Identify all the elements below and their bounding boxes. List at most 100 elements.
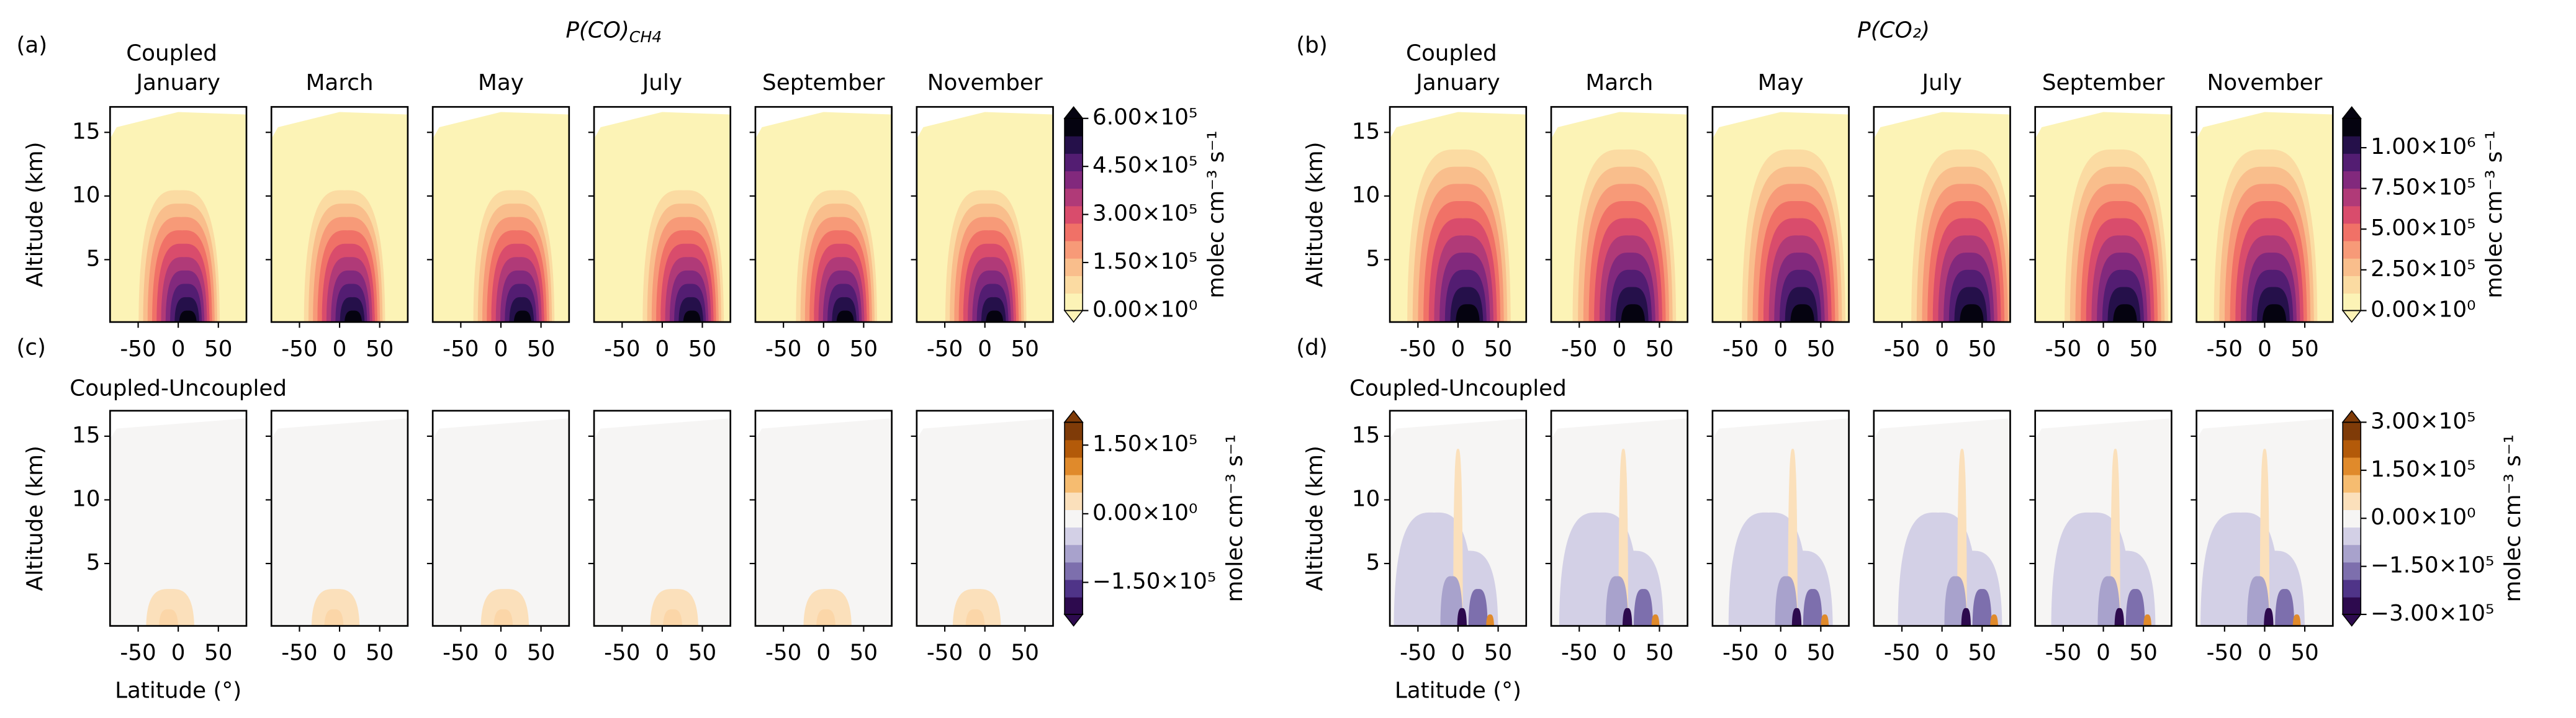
title-main: P(CO₂) bbox=[1857, 17, 1930, 43]
colorbar-band bbox=[2343, 509, 2361, 528]
colorbar-tick-label: 3.00×10⁵ bbox=[1092, 201, 1197, 227]
contour-level bbox=[513, 310, 531, 322]
panel-label: (b) bbox=[1296, 32, 1328, 58]
x-tick-label: 50 bbox=[850, 640, 878, 666]
contour-level bbox=[2275, 589, 2295, 626]
x-tick-label: 50 bbox=[2129, 336, 2157, 362]
contour-level bbox=[324, 609, 344, 626]
contour-cap bbox=[1873, 107, 2011, 139]
x-tick-label: 0 bbox=[978, 640, 992, 666]
contour-field bbox=[594, 410, 731, 626]
x-tick-label: -50 bbox=[927, 640, 963, 666]
figure-title: P(CO)CH4 bbox=[565, 17, 662, 46]
contour-cap bbox=[1873, 410, 2011, 439]
contour-field bbox=[110, 107, 247, 322]
y-tick-label: 15 bbox=[1352, 423, 1380, 448]
colorbar-band bbox=[1065, 492, 1083, 510]
contour-cap bbox=[1390, 410, 1526, 439]
x-tick-label: 50 bbox=[1484, 336, 1512, 362]
y-tick-label: 5 bbox=[86, 550, 101, 575]
contour-field bbox=[1873, 410, 2011, 626]
panel-title: November bbox=[927, 70, 1043, 96]
colorbar-extend bbox=[1063, 614, 1084, 627]
panel-title: September bbox=[762, 70, 885, 96]
y-axis-label: Altitude (km) bbox=[22, 141, 48, 287]
contour-field bbox=[2196, 107, 2333, 322]
contour-level bbox=[179, 310, 197, 322]
x-tick-label: -50 bbox=[1884, 640, 1920, 666]
y-axis-label: Altitude (km) bbox=[1302, 446, 1328, 591]
contour-cap bbox=[594, 107, 731, 139]
contour-level bbox=[312, 589, 360, 626]
contour-cap bbox=[433, 410, 569, 439]
contour-field bbox=[1873, 107, 2011, 322]
colorbar-frame bbox=[1064, 421, 1083, 615]
contour-level bbox=[816, 609, 835, 626]
colorbar-extend bbox=[1063, 105, 1084, 119]
contour-field bbox=[755, 107, 892, 322]
contour-level bbox=[480, 589, 529, 626]
contour-cap bbox=[1712, 410, 1849, 439]
row-title: Coupled-Uncoupled bbox=[1349, 375, 1567, 401]
x-tick-label: 0 bbox=[2096, 640, 2110, 666]
colorbar-band bbox=[1065, 153, 1083, 172]
colorbar-extend bbox=[2341, 310, 2362, 323]
contour-level bbox=[1468, 589, 1488, 626]
x-tick-label: -50 bbox=[604, 336, 640, 362]
x-tick-label: 0 bbox=[655, 336, 670, 362]
row-title: Coupled bbox=[126, 41, 217, 66]
colorbar-band bbox=[2343, 527, 2361, 545]
colorbar-band bbox=[1065, 544, 1083, 563]
y-tick-label: 5 bbox=[86, 246, 101, 271]
x-tick-label: 50 bbox=[1968, 640, 1996, 666]
colorbar-band bbox=[2343, 544, 2361, 563]
contour-level bbox=[663, 609, 682, 626]
colorbar-extend bbox=[2341, 410, 2362, 423]
panel-title: January bbox=[135, 70, 220, 96]
colorbar-tick-label: −1.50×10⁵ bbox=[2371, 553, 2494, 578]
colorbar-extend bbox=[2341, 614, 2362, 627]
y-axis-label: Altitude (km) bbox=[22, 446, 48, 591]
contour-field bbox=[1390, 410, 1526, 626]
colorbar-tick-label: 5.00×10⁵ bbox=[2371, 215, 2475, 241]
contour-field bbox=[433, 410, 569, 626]
x-tick-label: -50 bbox=[2045, 336, 2081, 362]
x-tick-label: 50 bbox=[1807, 640, 1835, 666]
colorbar-tick-label: 0.00×10⁰ bbox=[1092, 297, 1197, 322]
contour-field bbox=[1712, 410, 1849, 626]
x-tick-label: 0 bbox=[333, 336, 347, 362]
colorbar-band bbox=[2343, 118, 2361, 137]
contour-level bbox=[1623, 608, 1633, 626]
contour-field bbox=[916, 107, 1053, 322]
y-tick-label: 10 bbox=[72, 486, 100, 511]
contour-level bbox=[1944, 576, 1967, 626]
x-tick-label: 50 bbox=[1011, 336, 1039, 362]
y-tick-label: 5 bbox=[1366, 246, 1380, 271]
colorbar-band bbox=[2343, 240, 2361, 259]
contour-level bbox=[2113, 304, 2137, 322]
contour-field bbox=[1551, 107, 1688, 322]
x-tick-label: 50 bbox=[204, 640, 232, 666]
colorbar-band bbox=[1065, 527, 1083, 545]
x-tick-label: 50 bbox=[1646, 640, 1673, 666]
contour-level bbox=[2292, 614, 2301, 626]
contour-level bbox=[1457, 608, 1467, 626]
panel-title: November bbox=[2207, 70, 2323, 96]
colorbar-label: molec cm⁻³ s⁻¹ bbox=[1204, 130, 1229, 298]
colorbar-band bbox=[1065, 223, 1083, 241]
contour-field bbox=[1551, 410, 1688, 626]
x-tick-label: 0 bbox=[1612, 336, 1626, 362]
contour-level bbox=[965, 609, 985, 626]
x-tick-label: 50 bbox=[1011, 640, 1039, 666]
colorbar-extend bbox=[1063, 410, 1084, 423]
x-tick-label: 50 bbox=[2290, 336, 2318, 362]
colorbar-band bbox=[1065, 457, 1083, 475]
colorbar-band bbox=[2343, 422, 2361, 441]
contour-cap bbox=[2035, 107, 2172, 139]
x-tick-label: 0 bbox=[1451, 336, 1466, 362]
colorbar-band bbox=[2343, 474, 2361, 493]
contour-field bbox=[1712, 107, 1849, 322]
panel-label: (a) bbox=[16, 32, 47, 58]
colorbar-frame bbox=[2342, 117, 2362, 312]
colorbar-band bbox=[2343, 293, 2361, 312]
